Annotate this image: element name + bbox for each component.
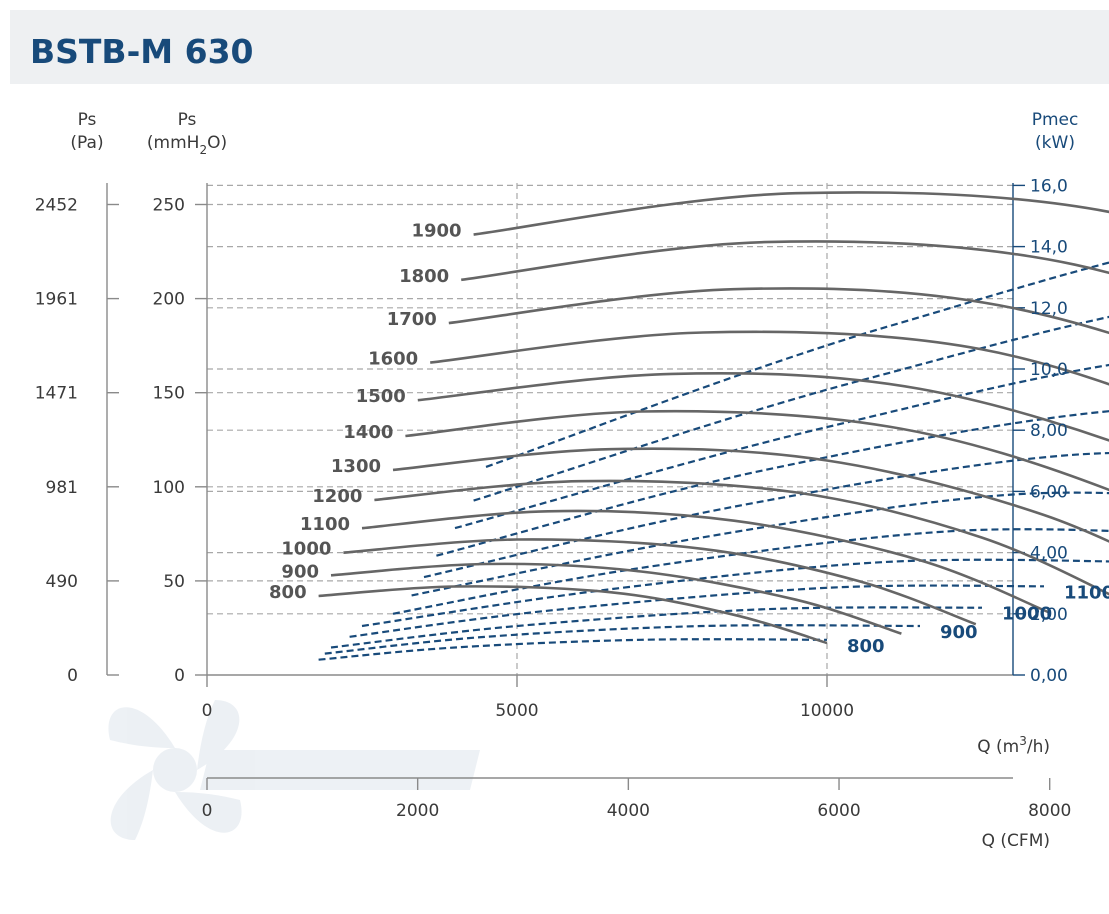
y-tick-label-mmh2o: 100 [153,478,185,498]
power-curve-1900 [485,261,1109,468]
kw-axis-title-line1: Pmec [1032,110,1079,130]
pressure-curves [318,191,1109,645]
y-tick-label-kw: 12,0 [1030,299,1068,319]
x-tick-label-cfm: 8000 [1028,801,1071,821]
y-tick-label-pa: 490 [46,572,78,592]
pressure-curve-label-1000: 1000 [281,539,331,560]
pressure-curve-1300 [392,447,1109,543]
y-tick-label-pa: 1961 [35,290,78,310]
power-curve-label-800: 800 [847,636,885,657]
pressure-curve-1400 [405,409,1109,492]
mmh2o-axis-title-line1: Ps [178,110,197,130]
pressure-curve-800 [318,585,828,645]
power-curve-1200 [361,558,1109,628]
x-tick-label-cfm: 2000 [396,801,439,821]
pressure-curve-900 [330,562,902,635]
y-tick-label-pa: 0 [67,666,78,686]
y-tick-label-kw: 0,00 [1030,666,1068,686]
pressure-curve-label-1300: 1300 [331,456,381,477]
y-tick-label-pa: 1471 [35,384,78,404]
pressure-curve-label-1400: 1400 [343,422,393,443]
pressure-curve-1800 [461,240,1109,282]
y-tick-label-kw: 2,00 [1030,605,1068,625]
pressure-curve-label-1200: 1200 [312,486,362,507]
pressure-curve-label-1500: 1500 [356,386,406,407]
pressure-curve-1700 [448,287,1109,335]
y-tick-label-kw: 6,00 [1030,482,1068,502]
pressure-curve-label-800: 800 [269,582,307,603]
pressure-curve-label-1100: 1100 [300,514,350,535]
y-tick-label-mmh2o: 50 [163,572,185,592]
pressure-curve-1600 [430,330,1109,386]
pressure-curve-label-1800: 1800 [399,266,449,287]
y-tick-label-mmh2o: 200 [153,290,185,310]
power-curve-800 [318,638,828,661]
axis-labels: 0 50 100 150 200 250 0 490 981 1471 1961 2452 0 5000 1… [35,110,1109,851]
power-curve-1600 [436,410,1109,557]
pressure-curve-1000 [343,538,977,626]
pressure-curve-1500 [417,372,1109,442]
y-tick-label-kw: 16,0 [1030,176,1068,196]
chart-title: BSTB-M 630 [30,32,254,71]
y-tick-label-pa: 2452 [35,196,78,216]
power-curve-1300 [392,528,1109,615]
power-curve-label-1000: 1000 [1002,604,1052,625]
pressure-curve-1100 [361,509,1051,615]
y-tick-label-kw: 10,0 [1030,360,1068,380]
power-curve-1500 [423,451,1109,579]
mmh2o-axis-title-line2: (mmH2O) [147,133,227,157]
axes [106,183,1051,790]
pressure-curve-label-1700: 1700 [387,309,437,330]
x-axis-title-m3h: Q (m3/h) [977,734,1050,757]
kw-axis-title-line2: (kW) [1035,133,1075,153]
x-tick-label-m3h: 10000 [800,701,854,721]
pressure-curve-label-1600: 1600 [368,349,418,370]
title-bar: BSTB-M 630 [10,10,1109,84]
y-tick-label-kw: 14,0 [1030,238,1068,258]
power-curve-label-1100: 1100 [1064,582,1109,603]
power-curves [318,261,1109,661]
x-tick-label-cfm: 6000 [817,801,860,821]
power-curve-1700 [454,363,1109,530]
y-tick-label-mmh2o: 150 [153,384,185,404]
x-tick-label-m3h: 5000 [495,701,538,721]
x-tick-label-cfm: 4000 [607,801,650,821]
pressure-curve-1900 [473,191,1109,236]
x-axis-title-cfm: Q (CFM) [982,831,1050,851]
pressure-curve-1200 [374,479,1109,596]
power-curve-1400 [411,491,1109,597]
y-tick-label-kw: 8,00 [1030,421,1068,441]
x-tick-label-cfm: 0 [202,801,213,821]
x-tick-label-m3h: 0 [202,701,213,721]
power-curve-label-900: 900 [940,622,978,643]
y-tick-label-pa: 981 [46,478,78,498]
grid [207,183,1013,675]
pressure-curve-label-900: 900 [281,561,319,582]
y-tick-label-mmh2o: 0 [174,666,185,686]
y-tick-label-mmh2o: 250 [153,196,185,216]
pa-axis-title-line2: (Pa) [70,133,103,153]
fan-logo-watermark [108,700,480,840]
pa-axis-title-line1: Ps [78,110,97,130]
power-curve-900 [324,624,921,655]
y-tick-label-kw: 4,00 [1030,544,1068,564]
power-curve-1100 [349,584,1045,638]
pressure-curve-label-1900: 1900 [411,221,461,242]
